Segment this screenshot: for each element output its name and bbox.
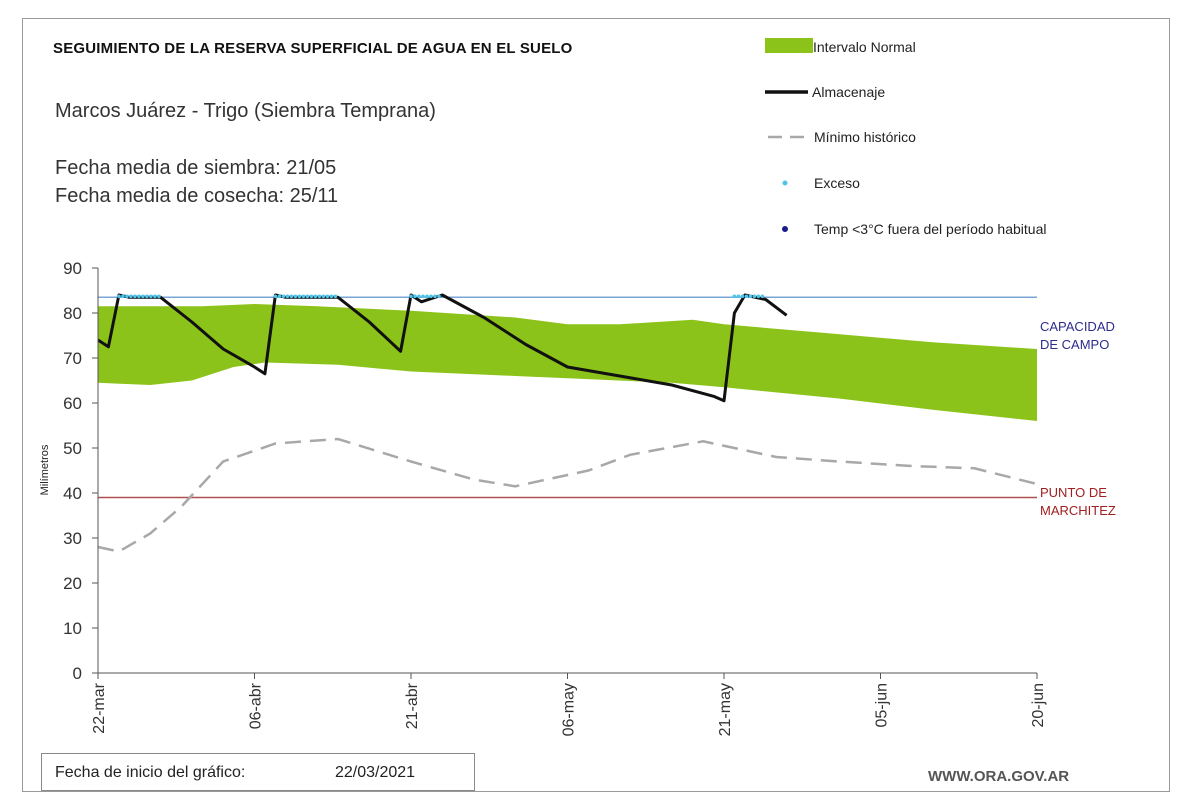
excess-point [157,294,161,299]
x-tick-label: 06-abr [248,682,265,729]
y-tick-label: 30 [63,529,82,548]
excess-point [333,294,338,299]
y-tick-label: 80 [63,304,82,323]
excess-point [273,294,278,299]
y-tick-label: 10 [63,619,82,638]
excess-point [433,294,437,299]
excess-point [736,294,741,299]
harvest-date-text: Fecha media de cosecha: 25/11 [55,185,339,207]
wilting-point-label-line2: MARCHITEZ [1040,503,1116,518]
legend-normal-swatch [765,38,813,53]
field-capacity-label-line2: DE CAMPO [1040,337,1109,352]
normal-range-band [98,304,1037,421]
x-tick-label: 20-jun [1030,683,1047,727]
x-tick-label: 21-abr [404,682,421,729]
excess-point [133,294,137,299]
excess-point [313,294,318,299]
start-date-box: Fecha de inicio del gráfico: 22/03/2021 [41,753,475,791]
y-axis-label: Milímetros [39,444,51,495]
y-tick-label: 70 [63,349,82,368]
excess-point [117,294,121,299]
excess-point [740,294,745,299]
excess-point [145,294,149,299]
legend-lowtemp-label: Temp <3°C fuera del período habitual [814,221,1046,237]
historic-minimum-series [97,437,1038,553]
chart-title: SEGUIMIENTO DE LA RESERVA SUPERFICIAL DE… [53,40,573,57]
plot-area: 0 10 20 30 40 50 60 70 80 90 22-mar 06-abr 21-abr 06-… [63,259,1047,736]
legend-storage-label: Almacenaje [812,84,885,100]
excess-point [297,294,302,299]
location-crop-subtitle: Marcos Juárez - Trigo (Siembra Temprana) [55,100,436,122]
start-date-value: 22/03/2021 [335,764,416,781]
y-tick-label: 60 [63,394,82,413]
excess-point [317,294,322,299]
legend-excess-label: Exceso [814,175,860,191]
excess-point [760,294,765,299]
excess-point [141,294,145,299]
excess-point [748,294,753,299]
legend-excess-marker [782,180,788,186]
excess-point [429,294,433,299]
legend-normal-label: Intervalo Normal [813,39,916,55]
excess-point [409,294,413,299]
y-tick-label: 20 [63,574,82,593]
excess-point [756,294,761,299]
x-tick-label: 22-mar [91,682,108,733]
chart-frame [22,18,1170,792]
excess-point [301,294,306,299]
excess-point [149,294,153,299]
storage-series [97,293,788,403]
x-tick-label: 21-may [717,683,734,736]
excess-point [413,294,417,299]
excess-point [293,294,298,299]
excess-point [281,294,286,299]
legend-lowtemp-marker [782,226,788,232]
excess-point [425,294,429,299]
excess-point [121,294,125,299]
excess-point [129,294,133,299]
excess-point [277,294,282,299]
excess-point [285,294,290,299]
legend-minimum-label: Mínimo histórico [814,129,916,145]
website-text: WWW.ORA.GOV.AR [928,768,1070,785]
excess-point [289,294,294,299]
excess-point [417,294,421,299]
excess-point [421,294,425,299]
excess-point [732,294,737,299]
y-tick-label: 40 [63,484,82,503]
excess-point [153,294,157,299]
wilting-point-label-line1: PUNTO DE [1040,485,1107,500]
excess-point [305,294,310,299]
sowing-date-text: Fecha media de siembra: 21/05 [55,157,337,179]
excess-point [744,294,749,299]
excess-point [329,294,334,299]
excess-point [125,294,129,299]
excess-point [437,294,441,299]
field-capacity-label-line1: CAPACIDAD [1040,319,1115,334]
excess-point [325,294,330,299]
excess-point [321,294,326,299]
y-tick-label: 0 [73,664,82,683]
excess-point [309,294,314,299]
excess-point [752,294,757,299]
x-tick-label: 05-jun [874,683,891,727]
start-date-label: Fecha de inicio del gráfico: [55,764,246,781]
x-tick-label: 06-may [561,683,578,736]
excess-point [137,294,141,299]
y-tick-label: 90 [63,259,82,278]
y-tick-label: 50 [63,439,82,458]
